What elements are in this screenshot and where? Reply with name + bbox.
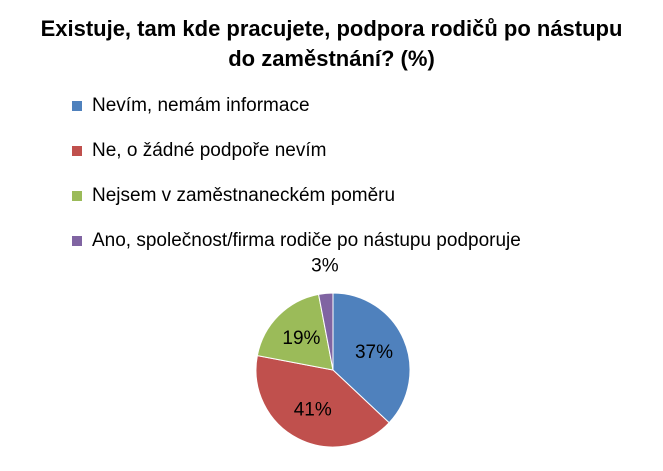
pie-slice-ne [255, 354, 390, 448]
data-label-nevim: 37% [355, 342, 393, 363]
legend-label-nejsem: Nejsem v zaměstnaneckém poměru [92, 185, 396, 206]
pie-slice-ano [317, 292, 334, 371]
chart-title-line-2: do zaměstnání? (%) [228, 46, 435, 71]
legend-item-ano: Ano, společnost/firma rodiče po nástupu … [72, 229, 521, 274]
legend-label-ano: Ano, společnost/firma rodiče po nástupu … [92, 230, 521, 251]
pie-slice-nevim [332, 292, 411, 424]
legend-label-nevim: Nevím, nemám informace [92, 95, 310, 116]
legend: Nevím, nemám informace Ne, o žádné podpo… [72, 94, 521, 274]
legend-swatch-ano [72, 236, 82, 246]
data-label-ano: 3% [311, 256, 339, 277]
legend-swatch-ne [72, 146, 82, 156]
legend-label-ne: Ne, o žádné podpoře nevím [92, 140, 327, 161]
legend-item-ne: Ne, o žádné podpoře nevím [72, 139, 521, 184]
chart-title-line-1: Existuje, tam kde pracujete, podpora rod… [40, 16, 623, 41]
legend-swatch-nevim [72, 101, 82, 111]
data-label-nejsem: 19% [282, 328, 320, 349]
chart-title: Existuje, tam kde pracujete, podpora rod… [0, 14, 663, 74]
legend-swatch-nejsem [72, 191, 82, 201]
legend-item-nejsem: Nejsem v zaměstnaneckém poměru [72, 184, 521, 229]
data-label-ne: 41% [294, 399, 332, 420]
pie-slice-nejsem [256, 293, 334, 371]
legend-item-nevim: Nevím, nemám informace [72, 94, 521, 139]
